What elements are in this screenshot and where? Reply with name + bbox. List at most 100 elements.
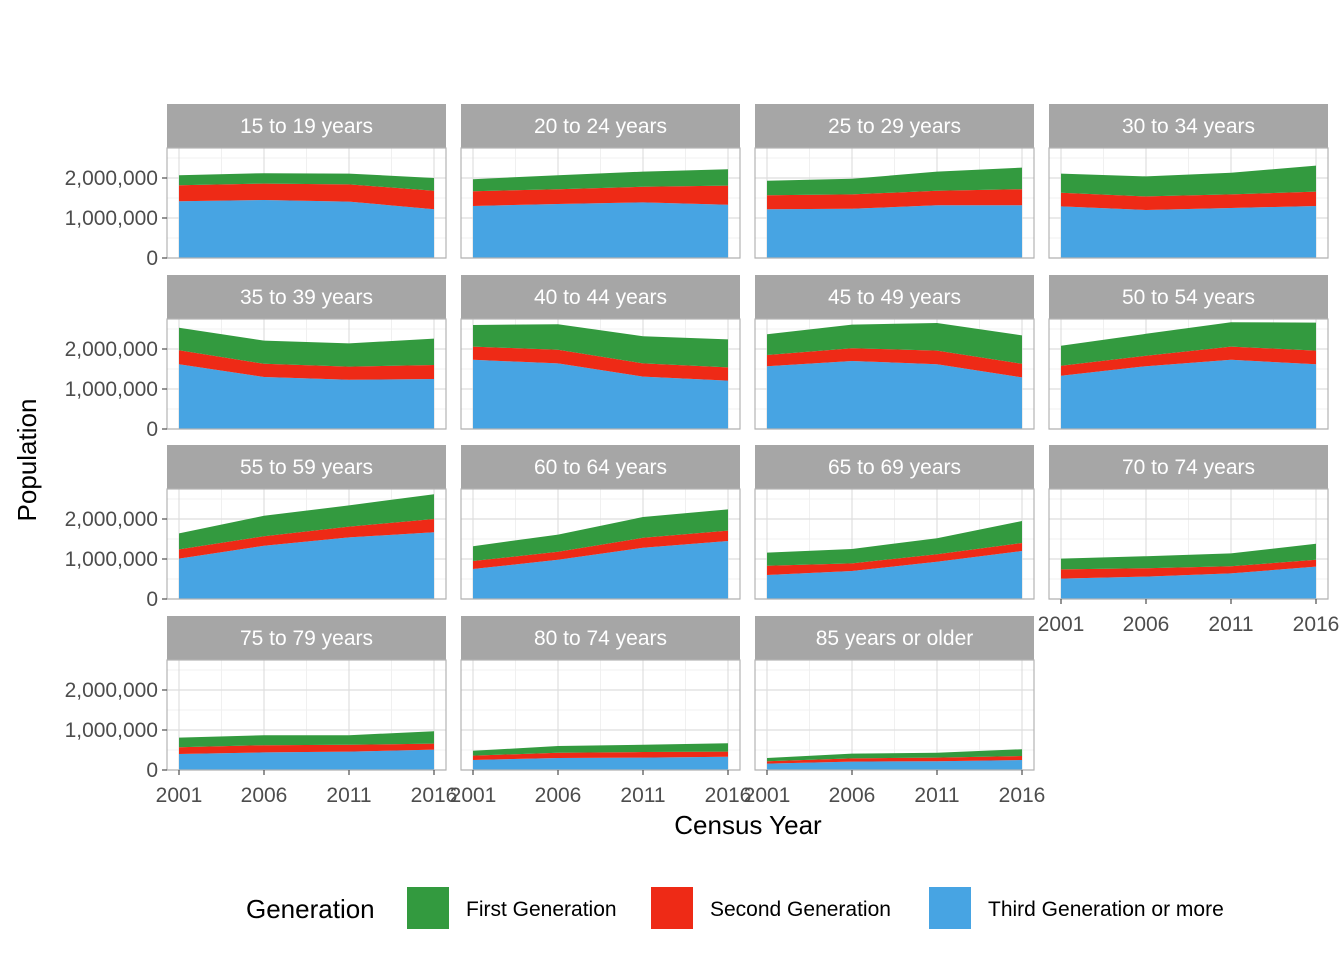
area-first-generation	[473, 509, 728, 561]
x-tick-label: 2001	[1038, 613, 1085, 636]
facet-strip-label: 25 to 29 years	[828, 115, 961, 138]
x-tick-label: 2006	[535, 784, 582, 807]
legend-label: Third Generation or more	[988, 898, 1224, 921]
area-first-generation	[1061, 165, 1316, 197]
y-tick-label: 1,000,000	[65, 548, 158, 571]
area-second-generation	[767, 189, 1022, 210]
area-second-generation	[473, 185, 728, 206]
area-third-generation	[473, 541, 728, 599]
facet-strip-label: 55 to 59 years	[240, 456, 373, 479]
area-first-generation	[1061, 543, 1316, 570]
legend-key	[651, 887, 693, 929]
y-tick-label: 0	[146, 247, 158, 270]
facet-strip	[461, 616, 740, 660]
facet-strip	[1049, 104, 1328, 148]
area-second-generation	[767, 543, 1022, 575]
area-first-generation	[473, 169, 728, 192]
area-third-generation	[179, 532, 434, 599]
x-tick-label: 2016	[411, 784, 458, 807]
facet-panel: 20 to 24 years	[460, 104, 741, 259]
facet-strip-label: 75 to 79 years	[240, 627, 373, 650]
area-third-generation	[1061, 206, 1316, 258]
facet-strip-label: 15 to 19 years	[240, 115, 373, 138]
area-third-generation	[179, 749, 434, 770]
area-first-generation	[473, 324, 728, 368]
facet-strip	[755, 616, 1034, 660]
facet-panel: 85 years or older 2001 2006 2011 2016	[744, 616, 1045, 807]
y-tick-label: 2,000,000	[65, 679, 158, 702]
panel-border	[166, 659, 447, 771]
panel-border	[1048, 318, 1329, 430]
facet-strip	[1049, 275, 1328, 319]
x-tick-label: 2016	[1293, 613, 1340, 636]
y-tick-label: 0	[146, 588, 158, 611]
x-tick-label: 2006	[829, 784, 876, 807]
facet-strip	[167, 275, 446, 319]
x-tick-label: 2001	[450, 784, 497, 807]
facet-strip	[461, 275, 740, 319]
facet-strip	[461, 445, 740, 489]
panel-border	[754, 659, 1035, 771]
x-tick-label: 2001	[744, 784, 791, 807]
x-tick-label: 2011	[914, 784, 959, 807]
area-first-generation	[1061, 322, 1316, 366]
facet-panel: 45 to 49 years	[754, 275, 1035, 430]
area-second-generation	[179, 519, 434, 559]
x-tick-label: 2011	[326, 784, 371, 807]
panel-border	[460, 318, 741, 430]
facet-strip	[755, 104, 1034, 148]
facet-panel: 30 to 34 years	[1048, 104, 1329, 259]
facet-strip-label: 35 to 39 years	[240, 286, 373, 309]
facet-strip-label: 30 to 34 years	[1122, 115, 1255, 138]
facet-strip-label: 80 to 74 years	[534, 627, 667, 650]
panel-border	[1048, 488, 1329, 600]
facet-panel: 60 to 64 years	[460, 445, 741, 600]
legend-key	[929, 887, 971, 929]
panel-border	[166, 147, 447, 259]
x-tick-label: 2011	[620, 784, 665, 807]
facet-panel: 75 to 79 years 0 1,000,000 2,000,000 2001 200…	[65, 616, 458, 807]
facet-panel: 55 to 59 years 0 1,000,000 2,000,000	[65, 445, 447, 611]
panel-border	[754, 147, 1035, 259]
area-third-generation	[767, 361, 1022, 429]
facet-panel: 25 to 29 years	[754, 104, 1035, 259]
legend-label: First Generation	[466, 898, 617, 921]
y-tick-label: 2,000,000	[65, 508, 158, 531]
area-second-generation	[179, 350, 434, 380]
facet-panel: 40 to 44 years	[460, 275, 741, 430]
facet-strip-label: 85 years or older	[816, 627, 974, 650]
area-third-generation	[179, 364, 434, 429]
facet-panel: 50 to 54 years	[1048, 275, 1329, 430]
area-first-generation	[179, 173, 434, 191]
area-second-generation	[179, 743, 434, 754]
legend-item-first-generation: First Generation	[407, 887, 617, 929]
y-tick-label: 0	[146, 759, 158, 782]
area-third-generation	[179, 200, 434, 258]
legend-item-second-generation: Second Generation	[651, 887, 891, 929]
facet-panel: 80 to 74 years 2001 2006 2011 2016	[450, 616, 751, 807]
panel-border	[754, 488, 1035, 600]
panel-border	[166, 488, 447, 600]
area-third-generation	[767, 760, 1022, 770]
panel-border	[1048, 147, 1329, 259]
panel-border	[166, 318, 447, 430]
x-tick-label: 2006	[241, 784, 288, 807]
facet-strip	[167, 616, 446, 660]
legend: Generation First Generation Second Genera…	[246, 887, 1224, 929]
facet-strip-label: 65 to 69 years	[828, 456, 961, 479]
area-first-generation	[179, 327, 434, 367]
area-second-generation	[767, 348, 1022, 378]
facet-strip	[167, 104, 446, 148]
panel-border	[754, 318, 1035, 430]
facet-strip-label: 50 to 54 years	[1122, 286, 1255, 309]
legend-label: Second Generation	[710, 898, 891, 921]
y-tick-label: 2,000,000	[65, 338, 158, 361]
area-second-generation	[1061, 559, 1316, 579]
y-tick-label: 2,000,000	[65, 167, 158, 190]
y-tick-label: 1,000,000	[65, 207, 158, 230]
panel-border	[460, 147, 741, 259]
area-first-generation	[179, 494, 434, 550]
y-axis-title: Population	[12, 399, 42, 522]
area-second-generation	[473, 530, 728, 569]
area-third-generation	[473, 756, 728, 770]
